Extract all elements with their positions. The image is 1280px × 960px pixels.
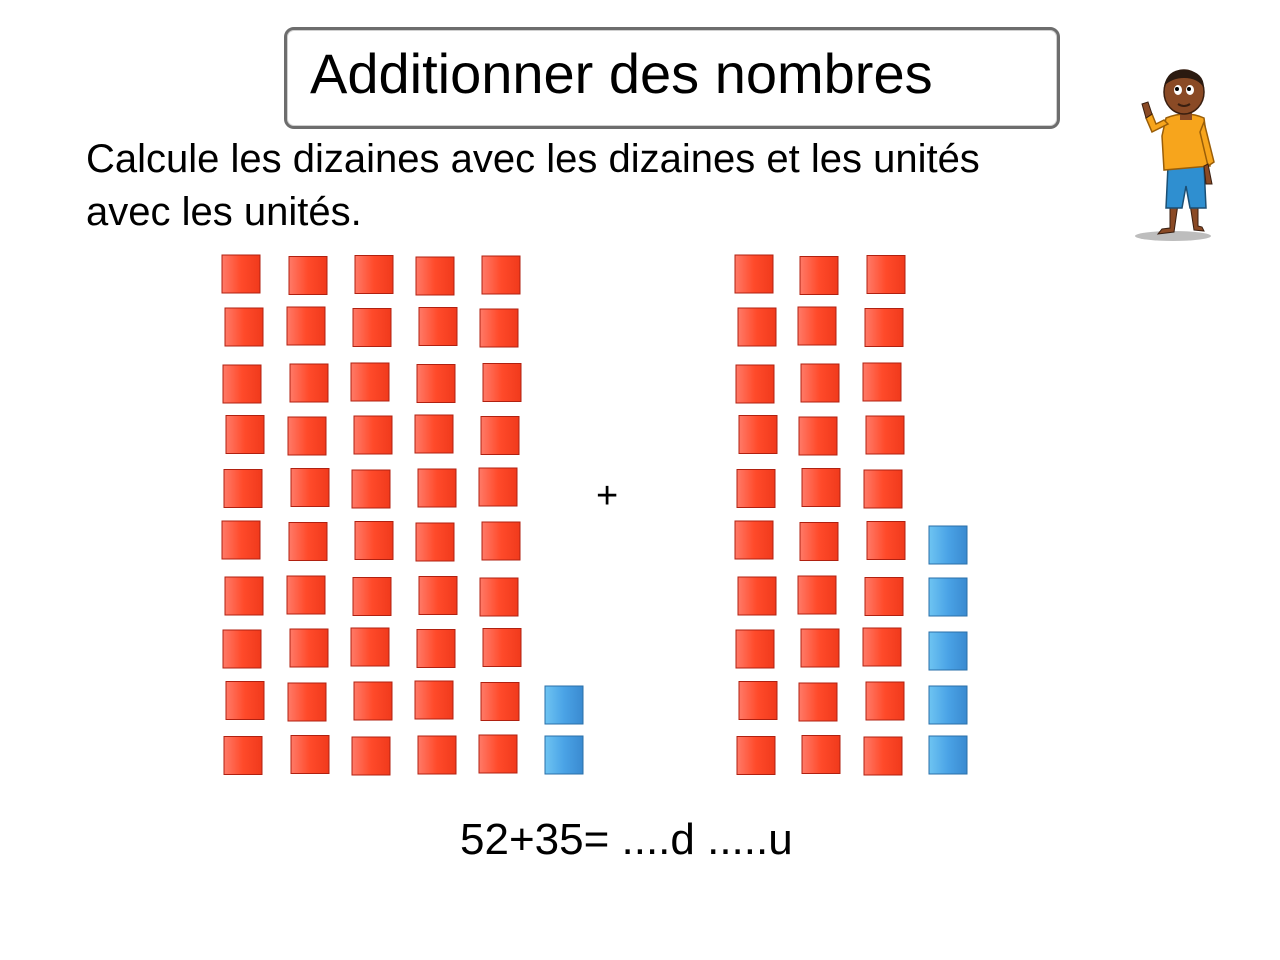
- left-ten-block: [416, 364, 456, 403]
- right-ten-block: [798, 416, 838, 456]
- right-ten-block: [736, 736, 776, 775]
- right-ten-block: [864, 577, 904, 616]
- left-ten-block: [289, 628, 329, 668]
- left-ten-block: [222, 629, 262, 669]
- right-ten-block: [797, 306, 837, 346]
- left-ten-block: [286, 575, 326, 615]
- left-ten-block: [418, 307, 458, 346]
- right-ten-block: [863, 736, 903, 776]
- left-ten-block: [350, 627, 390, 667]
- left-ten-block: [350, 362, 390, 402]
- left-ten-block: [353, 415, 393, 455]
- left-ten-block: [482, 628, 522, 667]
- left-ten-block: [288, 522, 328, 561]
- left-unit-block: [544, 685, 584, 725]
- left-ten-block: [418, 576, 458, 615]
- left-ten-block: [415, 522, 455, 562]
- left-ten-block: [415, 256, 455, 296]
- plus-sign: +: [596, 475, 619, 517]
- right-ten-block: [734, 520, 774, 560]
- right-unit-block: [928, 735, 968, 775]
- left-ten-block: [289, 363, 329, 403]
- right-unit-block: [928, 577, 968, 617]
- right-ten-block: [801, 735, 841, 774]
- right-ten-block: [737, 307, 777, 347]
- right-ten-block: [799, 522, 839, 561]
- right-ten-block: [734, 254, 774, 294]
- left-ten-block: [481, 521, 521, 561]
- left-ten-block: [352, 577, 392, 616]
- left-ten-block: [224, 576, 264, 616]
- left-ten-block: [224, 307, 264, 347]
- left-ten-block: [478, 467, 518, 507]
- left-ten-block: [287, 682, 327, 722]
- right-ten-block: [735, 364, 775, 404]
- right-unit-block: [928, 631, 968, 671]
- left-ten-block: [480, 682, 520, 721]
- left-ten-block: [223, 469, 263, 508]
- left-ten-block: [290, 468, 330, 507]
- right-ten-block: [798, 682, 838, 722]
- left-ten-block: [482, 363, 522, 402]
- right-ten-block: [862, 627, 902, 667]
- right-ten-block: [862, 362, 902, 402]
- right-ten-block: [737, 576, 777, 616]
- left-ten-block: [414, 680, 454, 720]
- instruction-text: Calcule les dizaines avec les dizaines e…: [86, 133, 1176, 239]
- right-ten-block: [800, 628, 840, 668]
- right-ten-block: [800, 363, 840, 403]
- right-ten-block: [866, 255, 906, 294]
- left-ten-block: [416, 629, 456, 668]
- left-ten-block: [351, 736, 391, 776]
- left-ten-block: [221, 254, 261, 294]
- right-ten-block: [866, 521, 906, 560]
- right-ten-block: [801, 468, 841, 507]
- left-ten-block: [288, 256, 328, 295]
- right-ten-block: [863, 469, 903, 509]
- left-ten-block: [286, 306, 326, 346]
- left-ten-block: [417, 735, 457, 775]
- page-title: Additionner des nombres: [310, 42, 933, 105]
- right-unit-block: [928, 685, 968, 725]
- left-ten-block: [221, 520, 261, 560]
- right-ten-block: [799, 256, 839, 295]
- boy-character-icon: [1135, 69, 1215, 241]
- right-ten-block: [735, 629, 775, 669]
- left-ten-block: [225, 681, 265, 720]
- left-ten-block: [352, 308, 392, 347]
- left-ten-block: [290, 735, 330, 774]
- left-ten-block: [481, 255, 521, 295]
- left-ten-block: [287, 416, 327, 456]
- right-ten-block: [738, 415, 778, 454]
- left-unit-block: [544, 735, 584, 775]
- left-ten-block: [479, 577, 519, 617]
- equation-text: 52+35= ....d .....u: [460, 815, 793, 864]
- right-ten-block: [864, 308, 904, 347]
- left-ten-block: [223, 736, 263, 775]
- left-ten-block: [222, 364, 262, 404]
- left-ten-block: [351, 469, 391, 509]
- right-ten-block: [865, 415, 905, 455]
- left-ten-block: [478, 734, 518, 774]
- left-ten-block: [354, 521, 394, 560]
- title-box: [284, 27, 1060, 129]
- left-ten-block: [414, 414, 454, 454]
- right-ten-block: [738, 681, 778, 720]
- right-ten-block: [736, 469, 776, 508]
- left-ten-block: [480, 416, 520, 455]
- right-ten-block: [865, 681, 905, 721]
- left-ten-block: [479, 308, 519, 348]
- right-ten-block: [797, 575, 837, 615]
- left-ten-block: [417, 468, 457, 508]
- instruction-line-1: Calcule les dizaines avec les dizaines e…: [86, 137, 980, 181]
- left-ten-block: [225, 415, 265, 454]
- left-ten-block: [353, 681, 393, 721]
- instruction-line-2: avec les unités.: [86, 190, 362, 234]
- left-ten-block: [354, 255, 394, 294]
- right-unit-block: [928, 525, 968, 565]
